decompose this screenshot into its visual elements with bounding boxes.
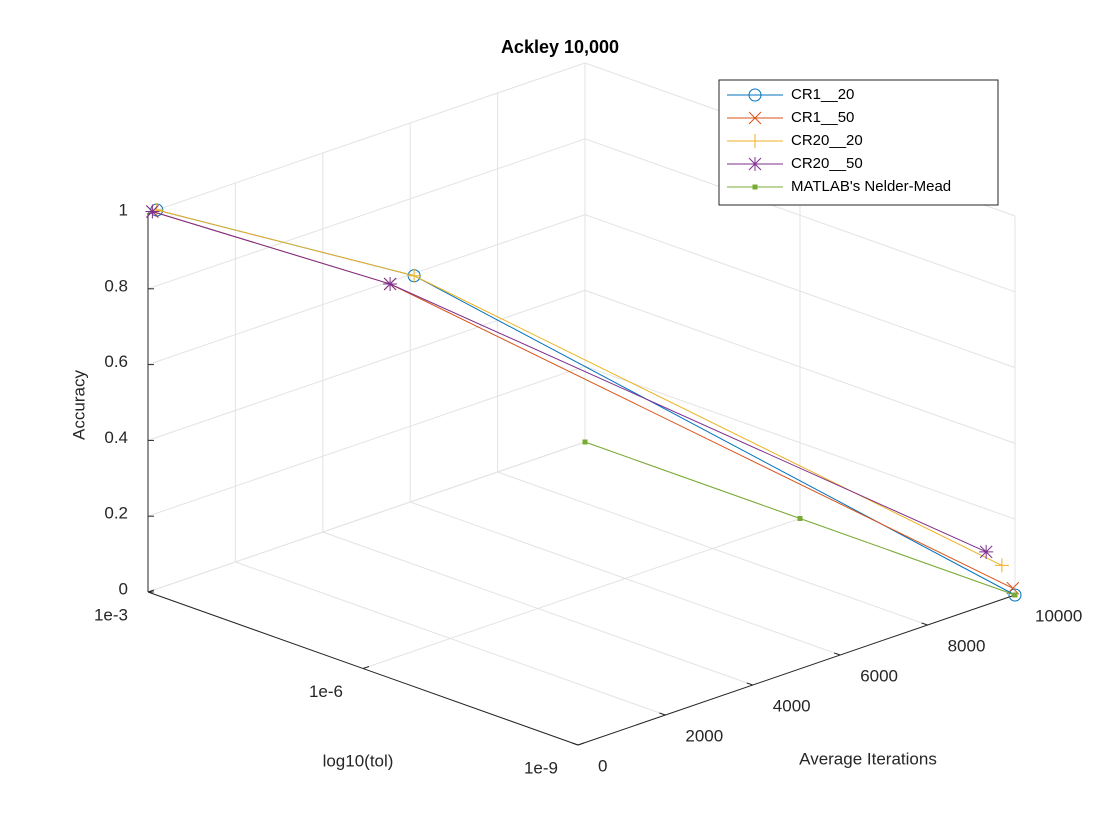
series-line bbox=[156, 209, 1003, 566]
y-axis bbox=[577, 594, 1016, 746]
marker bbox=[145, 204, 160, 219]
tick-mark bbox=[571, 742, 579, 746]
tick-mark bbox=[834, 652, 841, 656]
y-tick-label: 6000 bbox=[860, 666, 898, 685]
tick-mark bbox=[577, 742, 585, 746]
marker bbox=[748, 157, 762, 171]
marker bbox=[797, 516, 803, 521]
marker bbox=[994, 558, 1009, 573]
grid-line bbox=[147, 289, 586, 441]
marker bbox=[748, 134, 762, 148]
legend-label: CR1__50 bbox=[791, 109, 854, 126]
grid-line bbox=[147, 441, 586, 593]
z-tick-label: 0.6 bbox=[104, 352, 128, 371]
grid-line bbox=[147, 365, 586, 517]
x-axis-label: log10(tol) bbox=[323, 751, 394, 770]
marker bbox=[582, 439, 588, 445]
tick-mark bbox=[921, 622, 928, 626]
series-line bbox=[152, 211, 1014, 589]
z-tick-label: 0.8 bbox=[104, 276, 128, 295]
y-tick-label: 2000 bbox=[685, 726, 723, 745]
marker bbox=[748, 88, 762, 102]
marker bbox=[383, 276, 398, 291]
tick-mark bbox=[147, 589, 155, 593]
grid-line bbox=[147, 214, 586, 366]
legend-label: CR20__20 bbox=[791, 132, 863, 149]
grid-line bbox=[147, 138, 586, 290]
y-tick-label: 10000 bbox=[1035, 606, 1082, 625]
x-tick-label: 1e-6 bbox=[309, 682, 343, 701]
tick-mark bbox=[659, 712, 666, 716]
series-line bbox=[152, 211, 987, 553]
legend-label: MATLAB's Nelder-Mead bbox=[791, 178, 951, 195]
y-axis-label: Average Iterations bbox=[799, 749, 937, 768]
marker bbox=[1006, 581, 1020, 595]
marker bbox=[1008, 588, 1022, 602]
x-tick-label: 1e-9 bbox=[524, 758, 558, 777]
legend-label: CR1__20 bbox=[791, 86, 854, 103]
legend: CR1__20 CR1__50 CR20__20 CR20__50 MATLAB's N… bbox=[718, 79, 999, 206]
z-tick-label: 1 bbox=[119, 200, 128, 219]
marker bbox=[748, 111, 762, 125]
marker bbox=[407, 268, 422, 283]
grid-line bbox=[147, 62, 586, 214]
tick-mark bbox=[362, 666, 370, 669]
y-tick-label: 0 bbox=[598, 756, 607, 775]
marker bbox=[149, 203, 164, 217]
y-tick-label: 8000 bbox=[948, 636, 986, 655]
legend-box bbox=[718, 79, 999, 206]
tick-mark bbox=[746, 682, 753, 686]
marker bbox=[752, 184, 758, 190]
y-tick-label: 4000 bbox=[773, 696, 811, 715]
grid-line bbox=[362, 518, 801, 669]
plot-area bbox=[145, 203, 1022, 602]
series-line bbox=[156, 209, 1016, 596]
marker bbox=[979, 544, 994, 559]
z-tick-label: 0.4 bbox=[104, 428, 128, 447]
z-tick-label: 0.2 bbox=[104, 504, 128, 523]
legend-label: CR20__50 bbox=[791, 155, 863, 172]
x-tick-label: 1e-3 bbox=[94, 605, 128, 624]
z-tick-label: 0 bbox=[119, 579, 128, 598]
marker bbox=[1012, 592, 1018, 598]
chart-title: Ackley 10,000 bbox=[501, 37, 619, 57]
z-axis-label: Accuracy bbox=[69, 370, 88, 440]
